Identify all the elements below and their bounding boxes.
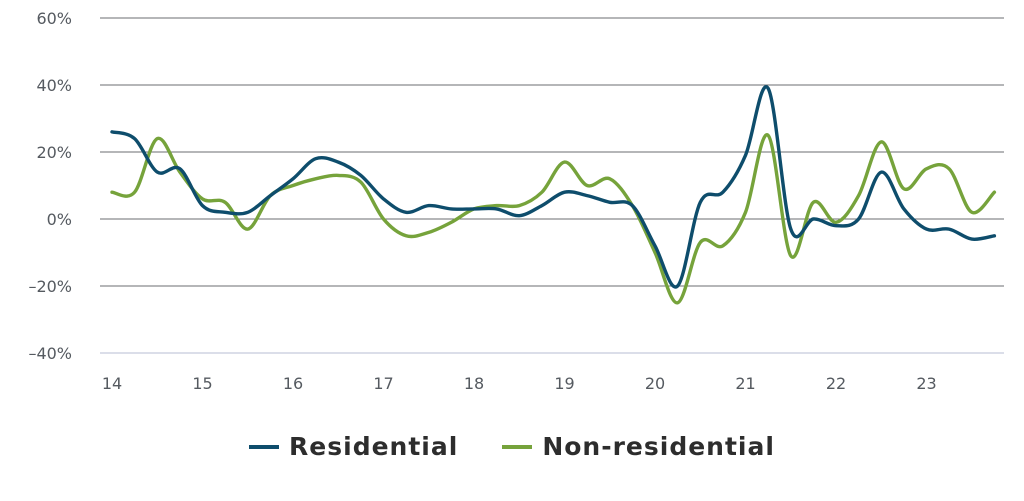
y-tick-label: –20%	[28, 277, 72, 296]
y-tick-label: 60%	[36, 9, 72, 28]
legend-item-non-residential: Non-residential	[502, 432, 775, 461]
series-line-non-residential	[110, 133, 997, 305]
gridlines	[100, 17, 1004, 354]
legend-swatch-non-residential	[502, 444, 533, 449]
y-tick-label: 0%	[47, 210, 72, 229]
y-tick-label: 40%	[36, 76, 72, 95]
x-tick-label: 23	[916, 374, 936, 393]
legend-label-residential: Residential	[289, 432, 459, 461]
x-tick-label: 19	[554, 374, 574, 393]
series-lines	[110, 85, 997, 305]
legend: Residential Non-residential	[0, 432, 1024, 461]
series-line-residential	[110, 85, 997, 289]
x-tick-label: 21	[735, 374, 755, 393]
x-tick-label: 14	[102, 374, 122, 393]
x-tick-label: 18	[464, 374, 484, 393]
legend-label-non-residential: Non-residential	[542, 432, 775, 461]
x-tick-label: 15	[192, 374, 212, 393]
x-tick-label: 22	[826, 374, 846, 393]
y-tick-label: 20%	[36, 143, 72, 162]
legend-swatch-residential	[249, 444, 280, 449]
x-axis-tick-labels: 14 15 16 17 18 19 20 21 22 23	[102, 374, 937, 393]
x-tick-label: 20	[645, 374, 665, 393]
x-tick-label: 17	[373, 374, 393, 393]
y-axis-tick-labels: 60% 40% 20% 0% –20% –40%	[28, 9, 72, 363]
x-tick-label: 16	[283, 374, 303, 393]
legend-item-residential: Residential	[249, 432, 458, 461]
y-tick-label: –40%	[28, 344, 72, 363]
